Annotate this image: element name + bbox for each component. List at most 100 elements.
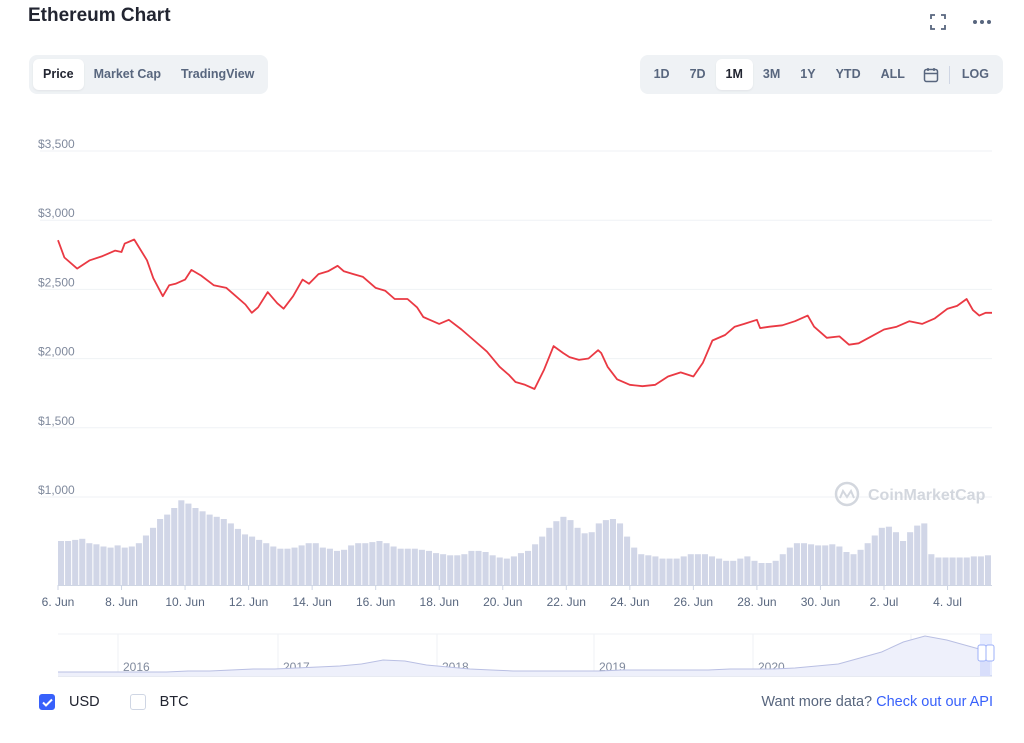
volume-bar [864, 543, 871, 585]
range-1m[interactable]: 1M [715, 59, 753, 90]
volume-bar [510, 556, 517, 585]
volume-bar [199, 511, 206, 585]
volume-bar [822, 545, 829, 585]
volume-bar [977, 556, 984, 585]
volume-bar [72, 539, 79, 585]
volume-bar [192, 508, 199, 585]
volume-bar [58, 541, 65, 585]
volume-bar [765, 563, 772, 585]
volume-bar [567, 520, 574, 585]
range-ytd[interactable]: YTD [835, 67, 861, 81]
volume-bar [93, 544, 100, 585]
log-toggle[interactable]: LOG [961, 67, 989, 81]
volume-bar [631, 547, 638, 585]
volume-bar [751, 560, 758, 585]
navigator-handle-right[interactable] [985, 644, 995, 662]
volume-bar [220, 519, 227, 585]
x-tick-label: 16. Jun [356, 595, 395, 609]
range-1y[interactable]: 1Y [800, 67, 816, 81]
volume-bar [588, 532, 595, 585]
volume-bar [164, 514, 171, 585]
volume-bar [595, 523, 602, 585]
volume-bar [843, 552, 850, 585]
tab-tradingview[interactable]: TradingView [180, 67, 255, 81]
volume-bar [786, 547, 793, 585]
volume-bar [602, 520, 609, 585]
price-chart: $3,500 $3,000 $2,500 $2,000 $1,500 $1,000 Coi… [38, 137, 995, 677]
tab-market-cap[interactable]: Market Cap [93, 67, 161, 81]
expand-icon[interactable] [926, 10, 950, 34]
navigator-year-label: 2016 [123, 660, 150, 674]
volume-bar [65, 541, 72, 585]
volume-bar [892, 532, 900, 585]
currency-usd[interactable]: USD [39, 694, 100, 710]
volume-bar [914, 525, 921, 585]
volume-bars [58, 500, 991, 585]
volume-bar [362, 543, 369, 585]
range-3m[interactable]: 3M [762, 67, 781, 81]
x-tick-label: 2. Jul [870, 595, 899, 609]
volume-bar [701, 554, 708, 585]
volume-bar [666, 558, 673, 585]
range-tabs: 1D 7D 1M 3M 1Y YTD ALL LOG [639, 55, 1003, 94]
volume-bar [970, 556, 977, 585]
volume-bar [708, 556, 716, 585]
range-divider [948, 65, 950, 84]
view-tabs: Price Market Cap TradingView [29, 55, 269, 94]
volume-bar [270, 546, 277, 585]
range-7d[interactable]: 7D [689, 67, 706, 81]
calendar-icon[interactable] [915, 59, 947, 90]
volume-bar [383, 543, 390, 585]
volume-bar [142, 535, 149, 585]
btc-checkbox[interactable] [129, 694, 146, 710]
volume-bar [482, 552, 489, 585]
volume-bar [871, 535, 878, 585]
x-tick-label: 30. Jun [801, 595, 840, 609]
volume-bar [149, 527, 157, 585]
volume-bar [659, 558, 666, 585]
volume-bar [171, 508, 178, 585]
tab-price[interactable]: Price [33, 59, 84, 90]
volume-bar [680, 556, 687, 585]
volume-bar [652, 556, 659, 585]
volume-bar [100, 546, 107, 585]
volume-bar [779, 554, 786, 585]
x-tick-label: 10. Jun [165, 595, 204, 609]
x-tick-label: 20. Jun [483, 595, 522, 609]
volume-bar [638, 554, 645, 585]
volume-bar [723, 560, 730, 585]
volume-bar [348, 545, 355, 585]
api-link[interactable]: Check out our API [876, 694, 993, 710]
x-tick-label: 12. Jun [229, 595, 268, 609]
volume-bar [673, 558, 680, 585]
api-text: Want more data? [761, 694, 873, 710]
volume-bar [907, 532, 914, 585]
volume-bar [369, 542, 376, 585]
volume-bar [949, 557, 956, 585]
volume-bar [616, 523, 624, 585]
volume-bar [341, 549, 348, 585]
usd-checkbox[interactable] [39, 694, 55, 710]
volume-bar [645, 555, 652, 585]
volume-bar [135, 543, 142, 585]
volume-bar [86, 543, 93, 585]
range-1d[interactable]: 1D [653, 67, 670, 81]
more-horizontal-icon[interactable] [970, 10, 994, 34]
volume-bar [418, 549, 425, 585]
volume-bar [277, 548, 284, 585]
y-tick-label: $1,000 [38, 483, 75, 497]
volume-bar [468, 550, 475, 585]
y-tick-label: $3,500 [38, 137, 75, 151]
chart-grid [40, 150, 992, 498]
volume-bar [114, 545, 121, 585]
volume-bar [291, 547, 298, 585]
navigator-handle-left[interactable] [977, 644, 987, 662]
currency-btc[interactable]: BTC [129, 694, 189, 710]
volume-bar [525, 550, 532, 585]
volume-bar [206, 514, 213, 585]
range-all[interactable]: ALL [880, 67, 905, 81]
volume-bar [425, 550, 433, 585]
volume-bar [411, 548, 418, 585]
volume-bar [305, 543, 312, 585]
volume-bar [609, 519, 616, 585]
